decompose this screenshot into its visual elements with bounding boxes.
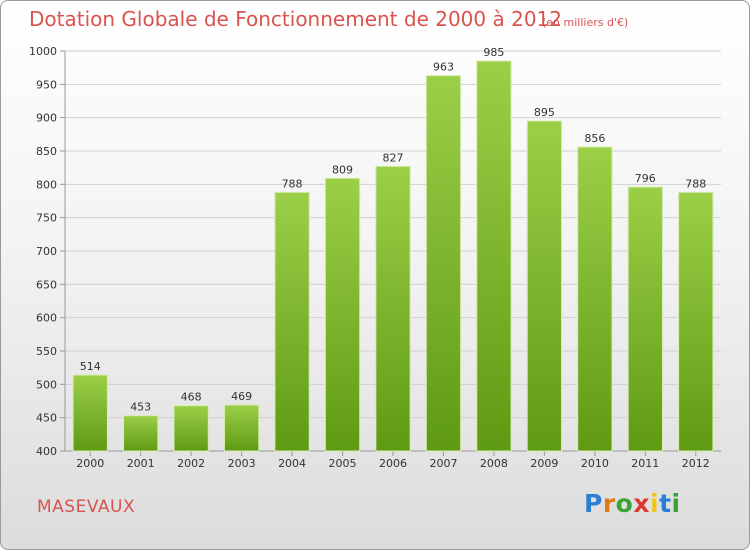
chart-title: Dotation Globale de Fonctionnement de 20… (29, 7, 562, 31)
brand-letter: t (659, 489, 672, 518)
x-tick-label: 2012 (682, 457, 710, 470)
x-tick-label: 2009 (530, 457, 558, 470)
y-tick-label: 500 (36, 378, 57, 391)
x-tick-label: 2011 (631, 457, 659, 470)
x-tick-label: 2007 (429, 457, 457, 470)
bar-value-label: 895 (534, 106, 555, 119)
bar-2008 (476, 60, 512, 452)
bar-value-label: 963 (433, 61, 454, 74)
bar-value-label: 468 (181, 391, 202, 404)
bar-value-label: 827 (383, 151, 404, 164)
bar-value-label: 985 (483, 46, 504, 59)
brand-letter: i (671, 489, 681, 518)
brand-letter: i (650, 489, 660, 518)
axes: 400 450 500 550 600 650 700 750 800 850 900 950 1000… (29, 45, 721, 470)
y-tick-label: 850 (36, 145, 57, 158)
bar-2007 (425, 75, 462, 452)
bar-2005 (324, 177, 361, 452)
bar-2006 (375, 165, 411, 452)
bar-2002 (173, 405, 209, 452)
bar-value-label: 788 (685, 177, 706, 190)
x-tick-label: 2010 (581, 457, 609, 470)
bar-2004 (274, 191, 310, 452)
bar-2009 (526, 120, 563, 452)
x-tick-label: 2000 (76, 457, 104, 470)
bar-2011 (627, 186, 663, 452)
bar-2003 (223, 404, 260, 452)
bar-2000 (72, 374, 108, 452)
y-tick-label: 950 (36, 78, 57, 91)
y-tick-label: 650 (36, 278, 57, 291)
brand-letter: x (633, 489, 650, 518)
data-labels: 514 453 468 469 788 809 827 963 985 895 856 796 788 (80, 46, 707, 414)
y-tick-label: 800 (36, 178, 57, 191)
x-tick-label: 2005 (329, 457, 357, 470)
brand-letter: r (602, 489, 616, 518)
y-tick-label: 600 (36, 312, 57, 325)
y-tick-label: 900 (36, 112, 57, 125)
bar-value-label: 469 (231, 390, 252, 403)
brand-letter: P (584, 489, 603, 518)
x-tick-label: 2003 (228, 457, 256, 470)
bar-value-label: 788 (282, 177, 303, 190)
bar-2001 (123, 415, 159, 452)
brand-letter: o (615, 489, 634, 518)
bars (72, 60, 714, 452)
x-tick-label: 2002 (177, 457, 205, 470)
y-tick-label: 1000 (29, 45, 57, 58)
x-tick-label: 2001 (127, 457, 155, 470)
y-tick-label: 700 (36, 245, 57, 258)
y-tick-label: 550 (36, 345, 57, 358)
x-tick-label: 2008 (480, 457, 508, 470)
y-tick-label: 750 (36, 212, 57, 225)
bar-value-label: 453 (130, 401, 151, 414)
bar-2012 (678, 191, 714, 452)
x-tick-label: 2004 (278, 457, 306, 470)
bar-value-label: 856 (584, 132, 605, 145)
y-tick-label: 400 (36, 445, 57, 458)
proxiti-logo[interactable]: Proxiti (584, 489, 681, 518)
bar-value-label: 514 (80, 360, 101, 373)
x-tick-label: 2006 (379, 457, 407, 470)
bar-value-label: 796 (635, 172, 656, 185)
y-tick-label: 450 (36, 412, 57, 425)
chart-unit-note: (en milliers d'€) (542, 16, 629, 29)
bar-value-label: 809 (332, 163, 353, 176)
bar-2010 (577, 146, 613, 452)
commune-name: MASEVAUX (37, 497, 136, 517)
